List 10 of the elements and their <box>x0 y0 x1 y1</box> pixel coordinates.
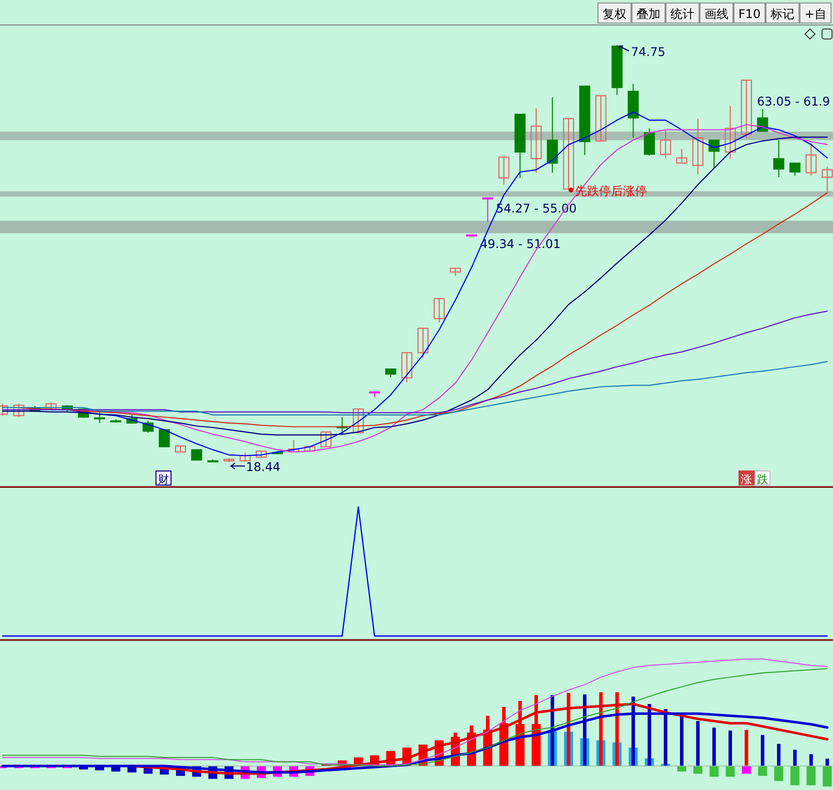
text: +自 <box>804 7 827 21</box>
text: 统计 <box>670 7 694 21</box>
annotation: 18.44 <box>246 460 280 474</box>
text: 标记 <box>770 7 794 21</box>
band-label: 63.05 - 61.9 <box>757 94 830 109</box>
text: 画线 <box>704 7 728 21</box>
annotation: 74.75 <box>631 45 666 59</box>
text: F10 <box>738 7 761 21</box>
text: 叠加 <box>636 7 660 21</box>
text: 复权 <box>602 7 626 21</box>
